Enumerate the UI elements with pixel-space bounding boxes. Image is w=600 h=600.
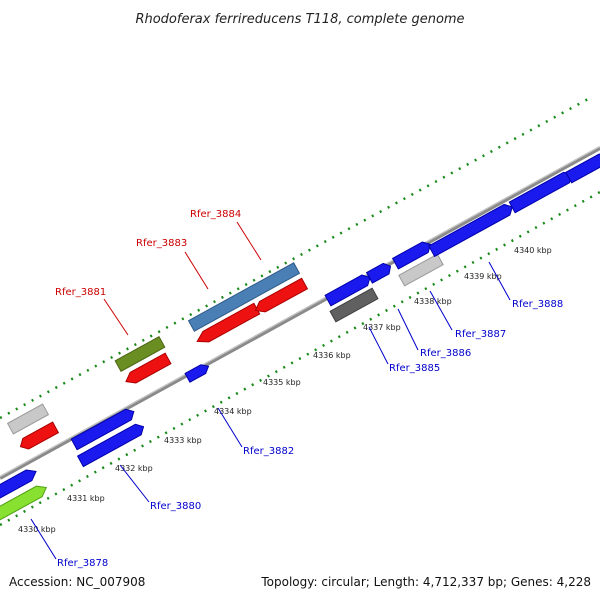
accession-text: Accession: NC_007908: [9, 575, 145, 589]
gene-lime[interactable]: [0, 482, 49, 523]
gene-rfer-3885[interactable]: [324, 272, 373, 307]
gene-rfer-3883[interactable]: [194, 302, 261, 346]
gene-labels: Rfer_3881 Rfer_3883 Rfer_3884 Rfer_3878 …: [55, 209, 563, 569]
gene-label-rfer-3884[interactable]: Rfer_3884: [190, 209, 241, 220]
gene-label-rfer-3881[interactable]: Rfer_3881: [55, 287, 106, 298]
gene-rfer-3882[interactable]: [184, 362, 211, 383]
gene-label-rfer-3880[interactable]: Rfer_3880: [150, 501, 201, 512]
kbp-label: 4335 kbp: [263, 378, 301, 387]
feature-pseudo-left[interactable]: [6, 403, 50, 435]
kbp-label: 4333 kbp: [164, 436, 202, 445]
gene-label-rfer-3887[interactable]: Rfer_3887: [455, 329, 506, 340]
gene-rfer-3887[interactable]: [398, 253, 444, 287]
kbp-label: 4339 kbp: [464, 272, 502, 281]
kbp-label: 4330 kbp: [18, 525, 56, 534]
kbp-label: 4338 kbp: [414, 297, 452, 306]
kbp-label: 4331 kbp: [67, 494, 105, 503]
label-leaders: [30, 221, 511, 560]
gene-label-rfer-3888[interactable]: Rfer_3888: [512, 299, 563, 310]
gene-rfer-3886[interactable]: [365, 261, 394, 284]
gene-forward-d[interactable]: [565, 151, 600, 184]
kbp-label: 4337 kbp: [363, 323, 401, 332]
feature-dark[interactable]: [329, 287, 379, 323]
outer-tick-ring: [0, 96, 591, 420]
gene-rfer-3880[interactable]: [76, 421, 147, 468]
gene-reverse-right[interactable]: [253, 277, 309, 315]
kbp-label: 4332 kbp: [115, 464, 153, 473]
genome-summary-text: Topology: circular; Length: 4,712,337 bp…: [260, 575, 591, 589]
gene-reverse-mid[interactable]: [123, 352, 172, 387]
kbp-labels: 4330 kbp 4331 kbp 4332 kbp 4333 kbp 4334…: [18, 246, 552, 534]
gene-rfer-3878[interactable]: [0, 466, 39, 501]
inner-tick-ring: [0, 190, 600, 527]
gene-label-rfer-3886[interactable]: Rfer_3886: [420, 348, 471, 359]
gene-label-rfer-3878[interactable]: Rfer_3878: [57, 558, 108, 569]
gene-label-rfer-3885[interactable]: Rfer_3885: [389, 363, 440, 374]
gene-rfer-3888[interactable]: [428, 202, 515, 258]
map-title: Rhodoferax ferrireducens T118, complete …: [135, 12, 464, 27]
gene-label-rfer-3882[interactable]: Rfer_3882: [243, 446, 294, 457]
gene-rfer-3884[interactable]: [187, 262, 301, 332]
gene-forward-a[interactable]: [70, 406, 136, 451]
kbp-label: 4336 kbp: [313, 351, 351, 360]
gene-reverse-left[interactable]: [18, 421, 60, 452]
gene-rfer-3881[interactable]: [114, 336, 166, 372]
kbp-label: 4334 kbp: [214, 407, 252, 416]
gene-forward-b[interactable]: [391, 239, 434, 270]
kbp-label: 4340 kbp: [514, 246, 552, 255]
gene-label-rfer-3883[interactable]: Rfer_3883: [136, 238, 187, 249]
